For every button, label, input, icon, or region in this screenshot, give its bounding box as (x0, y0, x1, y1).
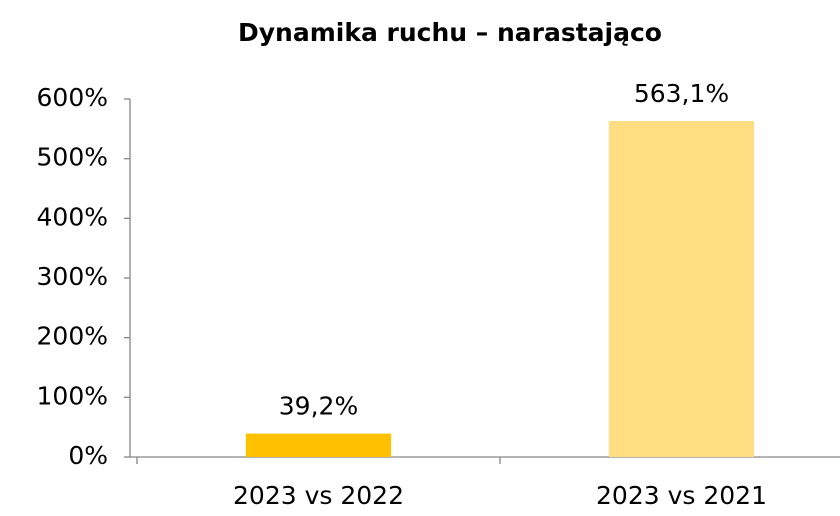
y-tick-label: 100% (37, 381, 108, 410)
y-tick-label: 200% (37, 322, 108, 351)
y-tick-label: 600% (37, 83, 108, 112)
chart-title: Dynamika ruchu – narastająco (238, 18, 662, 47)
data-label: 39,2% (279, 392, 358, 421)
bar (245, 433, 392, 457)
y-tick-label: 400% (37, 202, 108, 231)
y-tick-label: 0% (68, 441, 108, 470)
x-tick-label: 2023 vs 2021 (596, 481, 767, 510)
y-tick-label: 500% (37, 143, 108, 172)
data-label: 563,1% (634, 79, 729, 108)
x-tick-label: 2023 vs 2022 (233, 481, 404, 510)
bar (608, 121, 755, 457)
y-tick-label: 300% (37, 262, 108, 291)
